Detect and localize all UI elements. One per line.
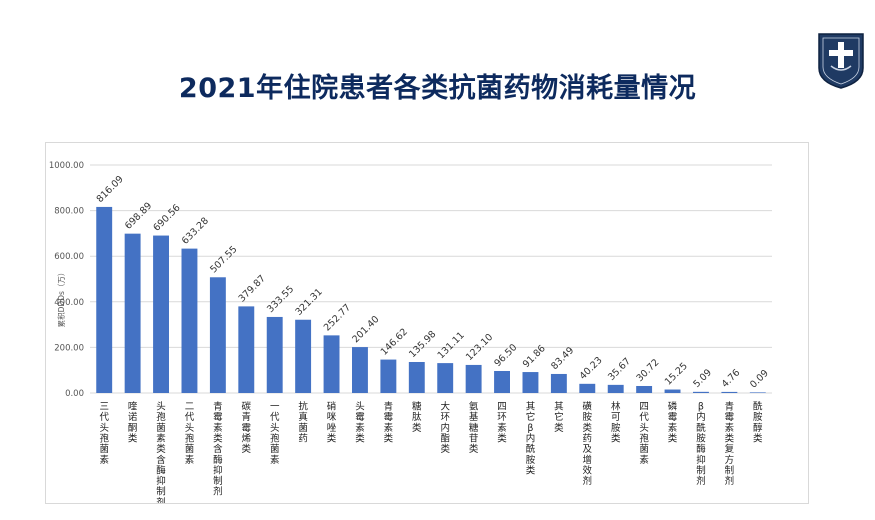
bar: [238, 306, 255, 393]
category-label: 一代头孢菌素: [270, 402, 280, 466]
bar: [437, 363, 454, 393]
category-label: 磺胺类药及增效剂: [583, 401, 593, 487]
category-label: 抗真菌药: [298, 401, 308, 445]
category-label: 青霉素类: [384, 401, 394, 445]
bar: [607, 384, 624, 393]
bar: [636, 385, 653, 393]
data-label: 5.09: [691, 367, 714, 390]
y-tick-label: 200.00: [54, 343, 84, 353]
category-label: 四代头孢菌素: [639, 402, 649, 466]
category-label: 头孢菌素类含酶抑制剂: [156, 401, 166, 503]
bar: [124, 233, 141, 393]
category-label: 其它类: [554, 402, 564, 434]
bar: [664, 389, 681, 393]
category-label: 喹诺酮类: [128, 401, 138, 445]
bar: [380, 359, 397, 393]
category-label: β 内酰胺酶抑制剂: [696, 402, 706, 487]
bar: [522, 372, 539, 393]
data-label: 507.55: [208, 244, 239, 275]
category-label: 青霉素类复方制剂: [725, 401, 735, 487]
category-label: 硝咪唑类: [327, 401, 337, 445]
data-label: 4.76: [720, 367, 743, 390]
data-label: 35.67: [606, 356, 633, 383]
category-label: 二代头孢菌素: [185, 402, 195, 466]
bar: [295, 319, 312, 393]
y-axis-label: 累积DDDs（万）: [56, 269, 66, 328]
data-label: 0.09: [748, 368, 771, 391]
bar-chart: 0.00 200.00 400.00 600.00 800.00 1000.00 816.…: [49, 161, 772, 503]
data-label: 698.89: [123, 200, 154, 231]
data-label: 379.87: [237, 273, 268, 304]
category-label: 三代头孢菌素: [99, 402, 109, 466]
data-label: 333.55: [265, 284, 296, 315]
bar: [209, 277, 226, 393]
category-label: 青霉素类含酶抑制剂: [213, 401, 223, 498]
y-tick-label: 1000.00: [49, 161, 84, 171]
bar: [153, 235, 169, 393]
category-label: 头霉素类: [355, 401, 365, 445]
bar: [96, 206, 113, 393]
data-label: 146.62: [379, 326, 410, 357]
data-label: 131.11: [436, 330, 467, 361]
bar: [181, 248, 198, 393]
data-label: 633.28: [180, 215, 211, 246]
category-label: 糖肽类: [412, 401, 422, 434]
data-label: 83.49: [549, 345, 576, 372]
bar: [266, 316, 283, 393]
chart-frame: 0.00 200.00 400.00 600.00 800.00 1000.00 816.…: [45, 142, 809, 504]
category-label: 酰胺醇类: [753, 401, 763, 445]
data-label: 15.25: [663, 361, 690, 388]
category-label: 其它 β 内酰胺类: [526, 402, 536, 477]
bar: [494, 370, 510, 393]
y-tick-label: 800.00: [54, 207, 84, 217]
bar: [465, 364, 482, 393]
bar: [550, 373, 567, 393]
bar: [721, 391, 738, 393]
data-label: 40.23: [578, 355, 605, 382]
y-tick-label: 400.00: [54, 298, 84, 308]
data-label: 690.56: [151, 202, 182, 233]
hospital-logo: [818, 33, 864, 89]
data-label: 816.09: [95, 174, 126, 205]
bar: [323, 335, 340, 393]
data-label: 135.98: [407, 329, 438, 360]
data-label: 201.40: [350, 314, 381, 345]
category-label: 磷霉素类: [668, 401, 678, 445]
category-label: 大环内酯类: [440, 401, 450, 456]
y-tick-label: 600.00: [54, 252, 84, 262]
bar: [749, 392, 766, 393]
data-label: 30.72: [634, 357, 661, 384]
data-label: 96.50: [492, 342, 519, 369]
bar: [352, 347, 368, 393]
category-label: 氨基糖苷类: [469, 401, 479, 456]
bar: [693, 391, 709, 393]
data-label: 252.77: [322, 302, 353, 333]
y-tick-label: 0.00: [65, 389, 84, 399]
category-label: 碳青霉烯类: [242, 401, 252, 456]
category-label: 林可胺类: [611, 401, 621, 445]
page-title: 2021年住院患者各类抗菌药物消耗量情况: [178, 73, 697, 104]
bar: [579, 383, 596, 393]
bar: [408, 361, 425, 393]
category-label: 四环素类: [497, 402, 507, 445]
